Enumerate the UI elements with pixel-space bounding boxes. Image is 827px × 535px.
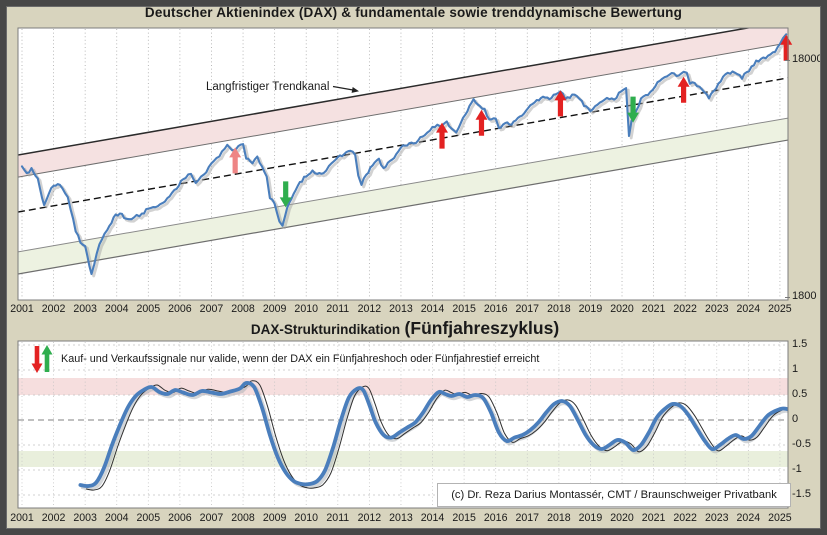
x-axis-label: 2019	[578, 303, 603, 315]
x-axis-label: 2022	[673, 303, 697, 315]
x-axis-label: 2006	[168, 303, 192, 315]
x-axis-label: 2007	[199, 303, 224, 315]
x-axis-label: 2012	[357, 512, 382, 524]
x-axis-label: 2001	[10, 303, 34, 315]
bottom-chart-title-big: (Fünfjahreszyklus)	[404, 318, 560, 338]
buy-signal-arrow	[279, 181, 292, 208]
x-axis-label: 2010	[294, 303, 318, 315]
x-axis-label: 2021	[641, 303, 666, 315]
x-axis-label: 2011	[326, 512, 350, 524]
x-axis-label: 2023	[704, 303, 729, 315]
x-axis-label: 2024	[736, 512, 761, 524]
x-axis-label: 2024	[736, 303, 761, 315]
x-axis-label: 2015	[452, 512, 476, 524]
x-axis-label: 2017	[515, 512, 540, 524]
sell-signal-arrow	[554, 90, 567, 117]
x-axis-label: 2009	[262, 512, 287, 524]
x-axis-label: 2017	[515, 303, 540, 315]
x-axis-label: 2003	[73, 303, 97, 315]
x-axis-label: 2023	[704, 512, 729, 524]
buy-signal-arrow-icon	[41, 345, 53, 372]
dax-trend-chart	[17, 27, 793, 301]
x-axis-label: 2020	[610, 512, 634, 524]
x-axis-label: 2001	[10, 512, 34, 524]
x-axis-label: 2014	[420, 512, 445, 524]
copyright-note: (c) Dr. Reza Darius Montassér, CMT / Bra…	[437, 483, 791, 507]
x-axis-label: 2016	[483, 512, 508, 524]
buy-signal-arrow	[627, 96, 640, 123]
x-axis-label: 2011	[326, 303, 350, 315]
x-axis-label: 2009	[262, 303, 287, 315]
x-axis-label: 2002	[41, 512, 66, 524]
x-axis-label: 2002	[41, 303, 66, 315]
x-axis-label: 2013	[389, 512, 413, 524]
x-axis-label: 2005	[136, 303, 161, 315]
x-axis-label: 2004	[104, 512, 129, 524]
x-axis-label: 2019	[578, 512, 603, 524]
signal-legend-text: Kauf- und Verkaufssignale nur valide, we…	[61, 353, 540, 365]
signal-legend: Kauf- und Verkaufssignale nur valide, we…	[30, 344, 539, 374]
sell-signal-arrow	[677, 76, 690, 103]
x-axis-label: 2016	[483, 303, 508, 315]
x-axis-label: 2007	[199, 512, 224, 524]
x-axis-label: 2022	[673, 512, 697, 524]
sell-signal-arrow	[475, 109, 488, 136]
structure-indicator-chart	[17, 340, 789, 509]
x-axis-label: 2010	[294, 512, 318, 524]
signal-arrows-icon	[31, 345, 53, 373]
sell-signal-arrow-icon	[31, 346, 43, 373]
x-axis-label: 2015	[452, 303, 476, 315]
x-axis-label: 2003	[73, 512, 97, 524]
x-axis-label: 2018	[547, 303, 571, 315]
x-axis-label: 2012	[357, 303, 382, 315]
x-axis-label: 2008	[231, 303, 255, 315]
x-axis-label: 2006	[168, 512, 192, 524]
x-axis-label: 2020	[610, 303, 634, 315]
bottom-chart-title: DAX-Strukturindikation (Fünfjahreszyklus…	[0, 318, 810, 339]
x-axis-label: 2025	[768, 512, 792, 524]
x-axis-label: 2014	[420, 303, 445, 315]
sell-signal-arrow	[436, 122, 449, 149]
bottom-chart-title-small: DAX-Strukturindikation	[250, 322, 401, 337]
x-axis-label: 2013	[389, 303, 413, 315]
trend-channel-annotation: Langfristiger Trendkanal	[206, 81, 330, 93]
x-axis-label: 2025	[768, 303, 792, 315]
x-axis-label: 2021	[641, 512, 666, 524]
x-axis-label: 2008	[231, 512, 255, 524]
top-chart-title: Deutscher Aktienindex (DAX) & fundamenta…	[144, 5, 683, 20]
sell-signal-arrow	[229, 147, 242, 174]
sell-signal-arrow	[780, 34, 793, 61]
x-axis-label: 2004	[104, 303, 129, 315]
x-axis-label: 2018	[547, 512, 571, 524]
x-axis-label: 2005	[136, 512, 161, 524]
